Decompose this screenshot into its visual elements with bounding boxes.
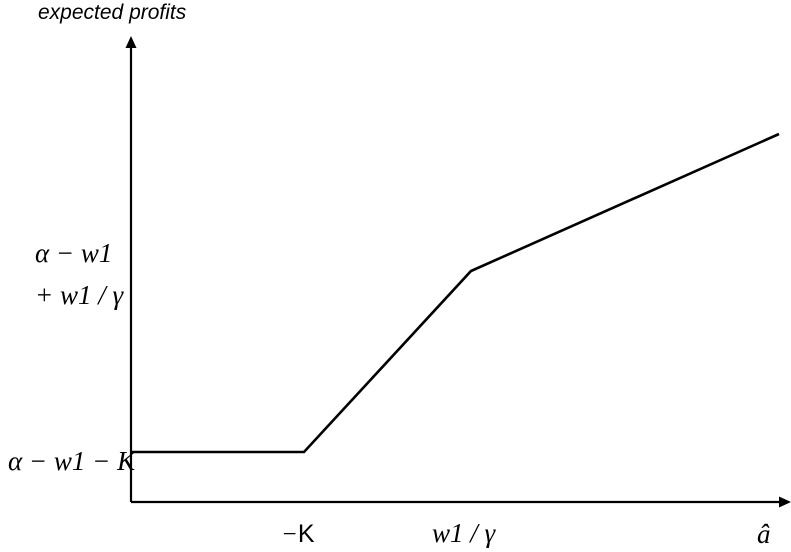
- y-axis-title: expected profits: [38, 1, 187, 24]
- x-axis-arrowhead: [779, 496, 791, 508]
- x-tick-neg-k: −K: [281, 520, 315, 548]
- y-tick-kink-line2: + w1 / γ: [35, 280, 124, 310]
- x-tick-a-hat: â: [757, 519, 771, 549]
- x-tick-w1-over-gamma: w1 / γ: [432, 518, 497, 548]
- y-tick-low: α − w1 − K: [8, 446, 137, 476]
- y-axis-arrowhead: [125, 36, 137, 48]
- y-tick-kink-line1: α − w1: [35, 238, 112, 268]
- profit-line: [131, 132, 780, 454]
